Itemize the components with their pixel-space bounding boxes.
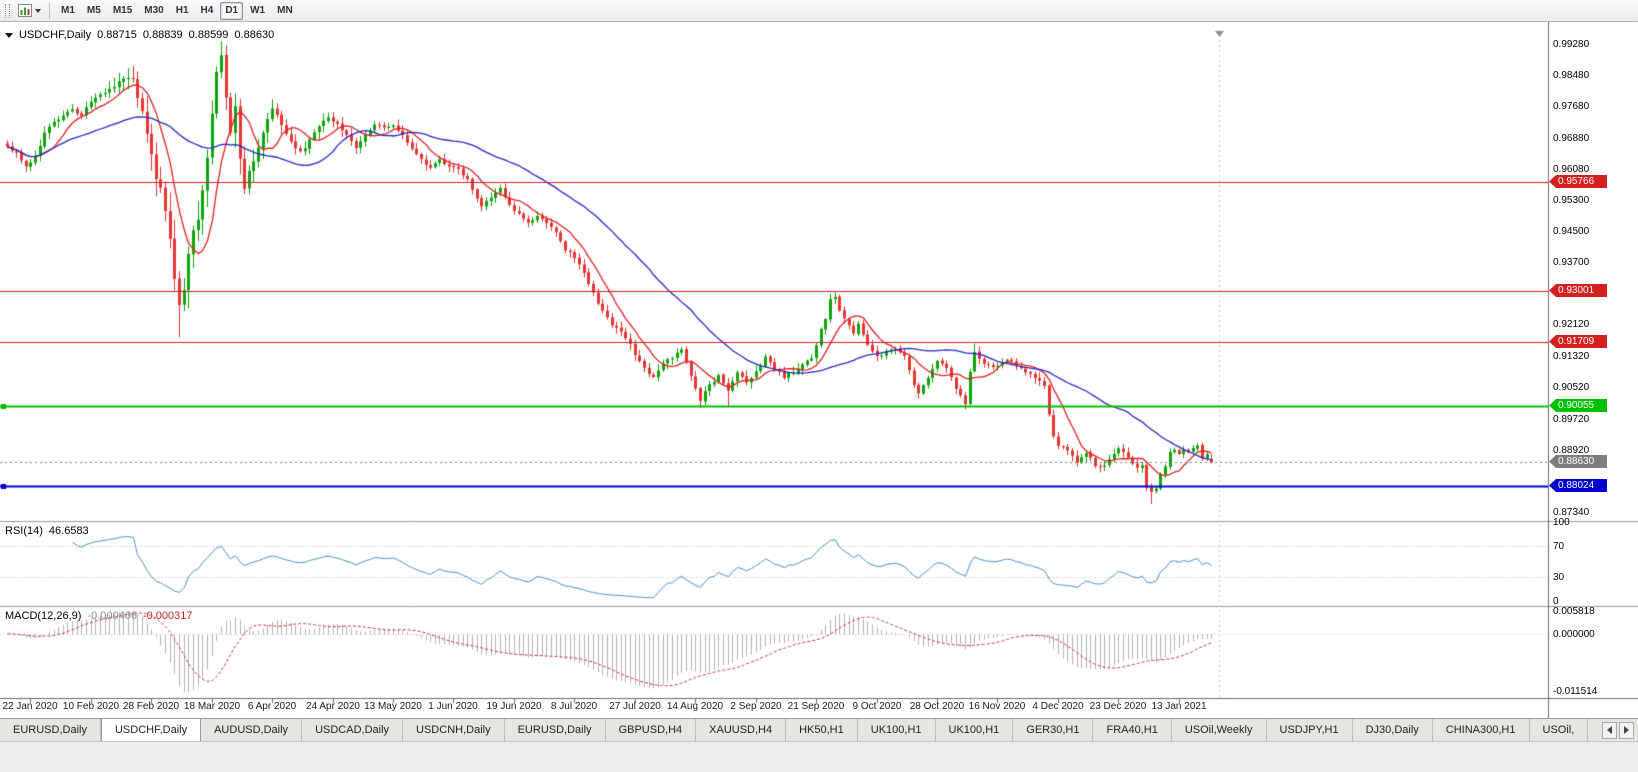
rsi-indicator-pane[interactable] — [0, 522, 1548, 605]
timeframe-button-h1[interactable]: H1 — [175, 4, 189, 16]
timeframe-button-m5[interactable]: M5 — [86, 4, 101, 16]
chart-tabbar: EURUSD,Daily USDCHF,Daily AUDUSD,Daily USDC… — [0, 718, 1638, 741]
chart-tab-gbpusd-h4[interactable]: GBPUSD,H4 — [606, 719, 697, 741]
status-area — [0, 741, 1638, 772]
chart-tab-audusd-daily[interactable]: AUDUSD,Daily — [201, 719, 303, 741]
chart-tab-china300-h1[interactable]: CHINA300,H1 — [1433, 719, 1530, 741]
chart-tab-usoil-weekly[interactable]: USOil,Weekly — [1172, 719, 1267, 741]
toolbar-gripper[interactable] — [5, 3, 10, 18]
tab-scroll-right-button[interactable] — [1619, 721, 1634, 739]
dropdown-caret-icon — [35, 8, 41, 13]
chart-tab-eurusd-daily[interactable]: EURUSD,Daily — [0, 719, 101, 741]
tab-scroll-arrows — [1598, 719, 1638, 741]
chart-window: USDCHF,Daily 0.88715 0.88839 0.88599 0.8… — [0, 22, 1638, 718]
chart-tab-ger30-h1[interactable]: GER30,H1 — [1013, 719, 1094, 741]
timeframe-button-d1[interactable]: D1 — [220, 1, 244, 20]
toolbar-separator — [49, 2, 50, 19]
chart-tab-usdjpy-h1[interactable]: USDJPY,H1 — [1267, 719, 1353, 741]
timeframe-button-m1[interactable]: M1 — [61, 4, 75, 16]
chart-tab-eurusd-daily[interactable]: EURUSD,Daily — [505, 719, 606, 741]
chart-tab-usdchf-daily[interactable]: USDCHF,Daily — [100, 719, 202, 741]
right-arrow-icon — [1624, 726, 1629, 734]
mini-chart-icon — [18, 4, 32, 17]
timeframe-button-m30[interactable]: M30 — [144, 4, 164, 16]
chart-tab-uk100-h1[interactable]: UK100,H1 — [936, 719, 1014, 741]
tab-scroll-left-button[interactable] — [1602, 721, 1617, 739]
left-arrow-icon — [1607, 726, 1612, 734]
timeframe-button-h4[interactable]: H4 — [200, 4, 214, 16]
chart-tab-hk50-h1[interactable]: HK50,H1 — [786, 719, 858, 741]
chart-tab-fra40-h1[interactable]: FRA40,H1 — [1093, 719, 1172, 741]
chart-tab-uk100-h1[interactable]: UK100,H1 — [858, 719, 936, 741]
macd-indicator-pane[interactable] — [0, 607, 1548, 698]
chart-tab-usdcad-daily[interactable]: USDCAD,Daily — [302, 719, 404, 741]
main-chart-pane[interactable] — [0, 30, 1548, 520]
price-chart-canvas[interactable] — [0, 22, 1638, 718]
timeframe-button-m15[interactable]: M15 — [112, 4, 133, 16]
timeframe-button-w1[interactable]: W1 — [250, 4, 266, 16]
chart-tab-dj30-daily[interactable]: DJ30,Daily — [1353, 719, 1433, 741]
timeframe-button-mn[interactable]: MN — [277, 4, 293, 16]
timeframes-toolbar: M1 M5 M15 M30 H1 H4 D1 W1 MN — [0, 0, 1638, 22]
chart-tab-usdcnh-daily[interactable]: USDCNH,Daily — [403, 719, 505, 741]
chart-tab-usoil[interactable]: USOil, — [1530, 719, 1589, 741]
chart-tab-xauusd-h4[interactable]: XAUUSD,H4 — [696, 719, 787, 741]
periodicity-icon[interactable] — [15, 2, 44, 20]
